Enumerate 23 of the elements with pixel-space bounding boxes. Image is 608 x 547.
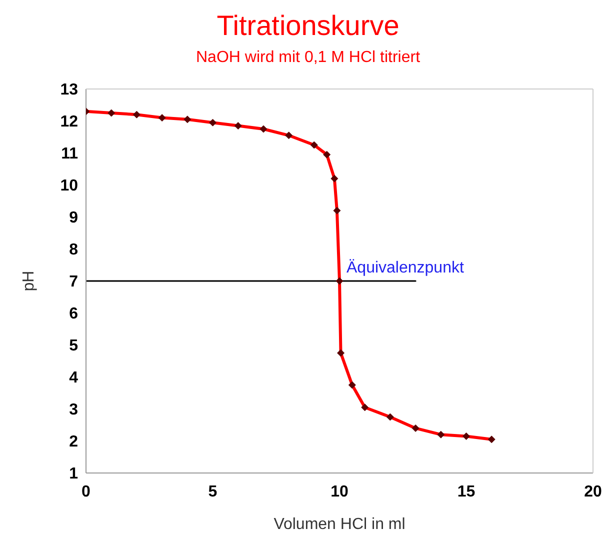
x-tick-label: 5	[208, 483, 218, 500]
chart-title: Titrationskurve	[216, 10, 400, 42]
x-tick-label: 15	[457, 483, 476, 500]
y-tick-label: 4	[69, 370, 78, 387]
y-tick-label: 13	[60, 82, 78, 99]
x-axis-title: Volumen HCl in ml	[274, 516, 406, 533]
y-tick-label: 3	[69, 402, 78, 419]
chart-subtitle: NaOH wird mit 0,1 M HCl titriert	[194, 49, 422, 67]
y-tick-label: 10	[60, 178, 78, 195]
y-tick-label: 6	[69, 306, 78, 323]
x-tick-label: 0	[82, 483, 91, 500]
y-tick-label: 1	[69, 466, 78, 483]
y-tick-label: 11	[61, 146, 78, 163]
y-tick-label: 7	[69, 274, 78, 291]
y-tick-label: 12	[60, 114, 78, 131]
y-tick-label: 8	[69, 242, 78, 259]
y-tick-label: 2	[69, 434, 78, 451]
annotation: Äquivalenzpunkt	[346, 258, 464, 277]
y-axis-title: pH	[20, 270, 38, 292]
y-tick-label: 9	[69, 210, 78, 227]
y-tick-label: 5	[69, 338, 78, 355]
x-tick-label: 10	[330, 483, 348, 500]
x-tick-label: 20	[584, 483, 602, 500]
